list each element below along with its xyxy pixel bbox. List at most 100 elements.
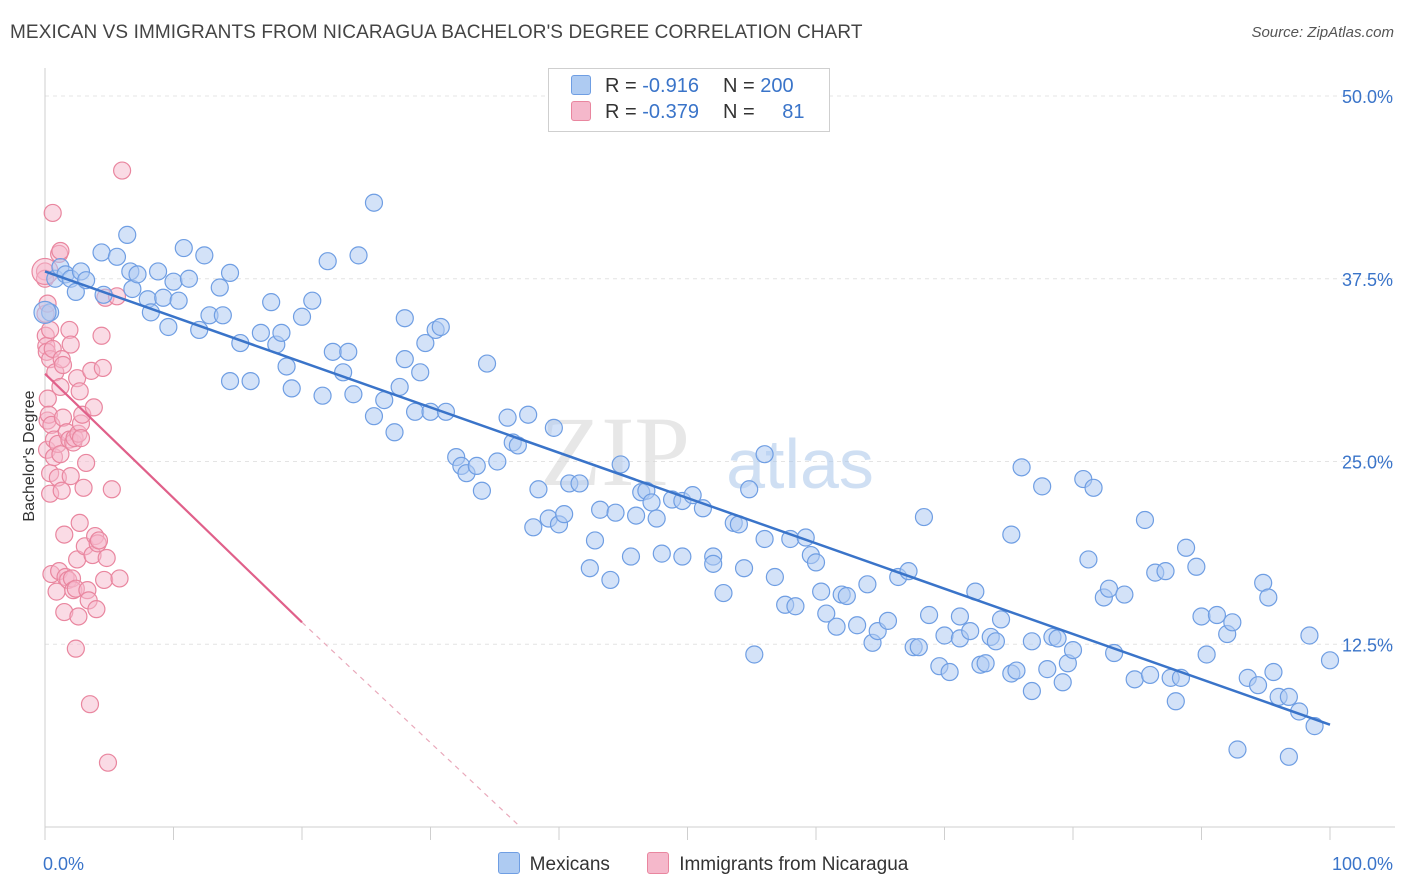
nicaragua-point <box>80 695 100 714</box>
mexican-point <box>472 481 491 500</box>
r-label: R = <box>605 101 643 123</box>
y-tick-label: 12.5% <box>1342 635 1393 655</box>
mexican-point <box>909 638 928 657</box>
mexican-trend-line <box>44 270 1331 726</box>
mexican-point <box>1022 681 1041 701</box>
mexican-point <box>349 246 368 265</box>
mexican-point <box>704 554 723 573</box>
mexican-point <box>734 559 754 578</box>
mexican-point <box>1125 670 1144 689</box>
mexican-point <box>1279 687 1298 706</box>
mexican-point <box>251 323 270 342</box>
mexican-point <box>1279 747 1298 766</box>
nicaragua-point <box>112 161 132 180</box>
mexican-point <box>128 265 147 284</box>
mexican-point <box>1002 525 1021 544</box>
nicaragua-point <box>51 377 70 397</box>
nicaragua-point <box>93 358 112 378</box>
mexican-point <box>555 505 574 524</box>
mexican-point <box>1048 629 1067 648</box>
mexican-point <box>848 616 867 635</box>
nicaragua-trend-extension <box>301 621 521 828</box>
mexican-point <box>601 570 620 590</box>
x-tick-label: 100.0% <box>1332 854 1393 874</box>
mexican-point <box>292 307 312 326</box>
mexican-point <box>385 423 404 442</box>
legend-swatch-pink <box>571 101 591 121</box>
mexican-point <box>1038 660 1057 679</box>
nicaragua-point <box>89 531 109 550</box>
nicaragua-points <box>31 161 132 772</box>
trend-lines <box>44 270 1331 828</box>
nicaragua-point <box>92 326 111 345</box>
nicaragua-point <box>51 241 70 261</box>
mexican-point <box>755 529 774 549</box>
mexican-point <box>467 456 486 475</box>
nicaragua-point <box>41 320 60 340</box>
mexican-point <box>591 500 610 519</box>
nicaragua-point <box>51 445 70 464</box>
mexican-point <box>1156 562 1175 581</box>
r-value: -0.916 <box>642 75 699 97</box>
mexican-point <box>272 323 291 342</box>
mexican-point <box>1099 579 1119 598</box>
nicaragua-point <box>61 467 80 486</box>
mexican-point <box>1187 557 1206 576</box>
mexican-point <box>919 605 939 625</box>
mexican-point <box>914 507 934 527</box>
mexican-point <box>745 645 764 664</box>
mexican-point <box>652 544 671 563</box>
mexican-point <box>118 225 137 244</box>
mexican-point <box>1192 607 1211 626</box>
mexican-point <box>477 354 497 373</box>
mexican-point <box>621 547 641 566</box>
n-label: N = <box>722 75 761 97</box>
mexican-point <box>195 246 214 265</box>
mexican-point <box>318 252 337 271</box>
mexican-point <box>1207 605 1227 625</box>
mexican-point <box>323 342 342 361</box>
mexican-point <box>714 583 733 603</box>
mexican-point <box>148 262 168 281</box>
n-value: 200 <box>760 75 794 97</box>
mexican-point <box>1135 510 1155 530</box>
nicaragua-point <box>52 481 71 500</box>
nicaragua-point <box>87 600 106 619</box>
mexican-point <box>390 377 409 397</box>
mexican-point <box>431 317 450 337</box>
mexican-point <box>1223 613 1242 632</box>
mexican-point <box>395 350 414 369</box>
mexican-points <box>33 193 1340 766</box>
mexican-point <box>1166 692 1185 711</box>
mexican-point <box>1300 626 1319 645</box>
nicaragua-point <box>70 382 89 401</box>
mexican-point <box>498 408 517 427</box>
nicaragua-point <box>84 398 103 417</box>
mexican-point <box>488 452 507 471</box>
x-tick-label: 0.0% <box>43 854 84 874</box>
mexican-point <box>92 243 111 262</box>
mexican-point <box>1007 661 1026 680</box>
legend-swatch-blue <box>571 75 591 95</box>
legend-label: Immigrants from Nicaragua <box>679 854 909 875</box>
mexican-point <box>411 363 430 382</box>
nicaragua-point <box>74 478 93 497</box>
mexican-point <box>364 407 384 426</box>
mexican-point <box>519 405 538 424</box>
mexican-point <box>1140 665 1160 685</box>
mexican-point <box>241 371 260 391</box>
mexican-point <box>220 371 240 391</box>
mexican-point <box>1264 662 1283 682</box>
legend-item-nicaragua: Immigrants from Nicaragua <box>647 852 908 876</box>
legend-row-nicaragua: R = -0.379 N = 81 <box>571 101 804 127</box>
tick-labels: 12.5% 25.0% 37.5% 50.0% 0.0% 100.0% <box>43 87 1393 874</box>
nicaragua-point <box>102 480 121 499</box>
nicaragua-point <box>98 753 118 772</box>
mexican-point <box>303 291 322 310</box>
mexican-point <box>154 288 173 307</box>
mexican-point <box>1012 458 1031 477</box>
mexican-point <box>611 455 630 474</box>
y-tick-label: 37.5% <box>1342 270 1393 290</box>
legend-swatch-blue <box>497 852 520 874</box>
